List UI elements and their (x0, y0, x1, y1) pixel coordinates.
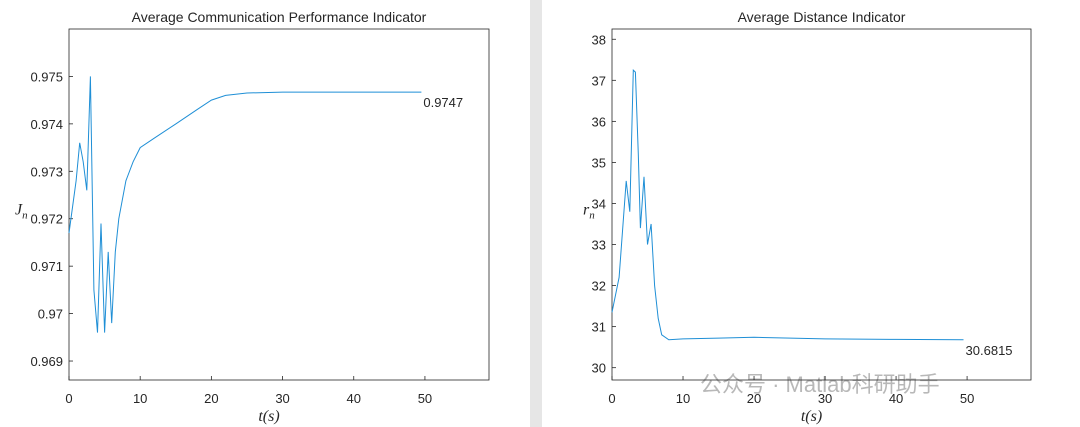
end-label: 30.6815 (966, 343, 1013, 358)
x-tick-label: 30 (275, 391, 289, 406)
y-tick-label: 0.969 (30, 354, 63, 369)
y-tick-label: 0.975 (30, 69, 63, 84)
chart-title: Average Communication Performance Indica… (132, 9, 427, 25)
x-axis-label: t(s) (258, 408, 279, 425)
x-tick-label: 40 (347, 391, 361, 406)
y-axis-label: rn (583, 202, 595, 222)
y-tick-label: 30 (592, 361, 606, 376)
x-axis-label: t(s) (801, 408, 822, 425)
y-tick-label: 0.974 (30, 117, 63, 132)
axes-box (611, 28, 1032, 381)
x-tick-label: 10 (676, 391, 690, 406)
y-tick-label: 0.971 (30, 259, 63, 274)
axes-box (68, 28, 490, 381)
y-tick-label: 0.972 (30, 212, 63, 227)
end-label: 0.9747 (423, 95, 463, 110)
y-tick-label: 31 (592, 320, 606, 335)
x-tick-label: 30 (818, 391, 832, 406)
data-line (611, 68, 964, 341)
y-axis-label-sub: n (589, 210, 595, 222)
x-tick-label: 20 (747, 391, 761, 406)
separator (530, 0, 542, 427)
watermark: 公众号 · Matlab科研助手 (700, 372, 940, 397)
y-axis-label-sub: n (22, 210, 28, 222)
y-tick-label: 32 (592, 279, 606, 294)
chart-title: Average Distance Indicator (738, 9, 906, 25)
x-tick-label: 0 (65, 391, 72, 406)
x-tick-label: 50 (960, 391, 974, 406)
x-tick-label: 20 (204, 391, 218, 406)
data-line (68, 76, 422, 333)
y-tick-label: 33 (592, 238, 606, 253)
x-tick-label: 0 (608, 391, 615, 406)
y-axis-label: Jn (15, 202, 28, 222)
y-tick-label: 38 (592, 32, 606, 47)
x-tick-label: 10 (133, 391, 147, 406)
y-axis-label-main: r (583, 202, 590, 219)
y-tick-label: 37 (592, 73, 606, 88)
y-tick-label: 0.973 (30, 164, 63, 179)
y-tick-label: 0.97 (38, 307, 63, 322)
y-tick-label: 36 (592, 114, 606, 129)
x-tick-label: 40 (889, 391, 903, 406)
y-axis-label-main: J (15, 202, 23, 219)
y-tick-label: 34 (592, 196, 606, 211)
x-tick-label: 50 (418, 391, 432, 406)
y-tick-label: 35 (592, 155, 606, 170)
